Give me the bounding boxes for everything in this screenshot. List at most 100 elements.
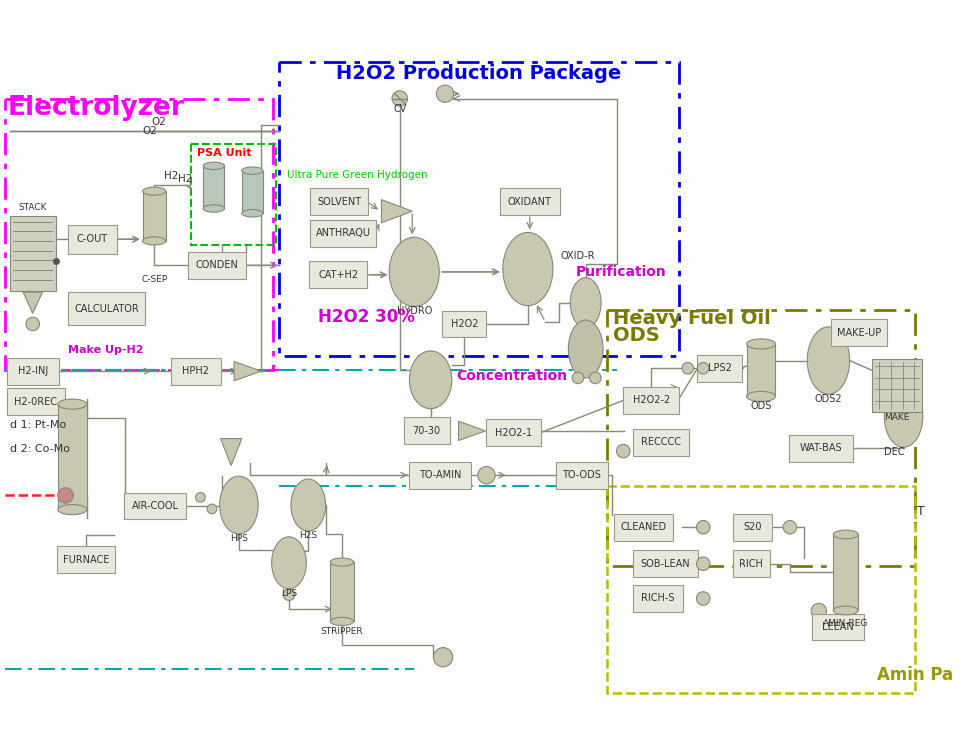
Text: WAT-BAS: WAT-BAS bbox=[800, 443, 842, 453]
Ellipse shape bbox=[389, 237, 440, 307]
Text: ANTHRAQU: ANTHRAQU bbox=[316, 229, 371, 238]
Text: SOB-LEAN: SOB-LEAN bbox=[641, 559, 690, 568]
FancyBboxPatch shape bbox=[7, 358, 59, 385]
Ellipse shape bbox=[330, 558, 353, 566]
Text: CAT+H2: CAT+H2 bbox=[318, 270, 358, 280]
Bar bbox=[607, 486, 915, 693]
Ellipse shape bbox=[747, 339, 776, 349]
Text: FURNACE: FURNACE bbox=[62, 555, 108, 565]
Ellipse shape bbox=[143, 237, 166, 245]
Circle shape bbox=[478, 466, 495, 484]
FancyBboxPatch shape bbox=[310, 220, 375, 247]
Text: HYDRO: HYDRO bbox=[396, 306, 432, 316]
Text: STACK: STACK bbox=[18, 203, 47, 212]
Text: SOLVENT: SOLVENT bbox=[317, 196, 361, 206]
Text: TO-AMIN: TO-AMIN bbox=[420, 470, 462, 480]
FancyBboxPatch shape bbox=[500, 188, 560, 215]
Text: Amin Pa: Amin Pa bbox=[876, 666, 952, 684]
Text: H2-0REC: H2-0REC bbox=[14, 397, 58, 407]
Text: RICH-S: RICH-S bbox=[641, 593, 675, 604]
Text: HPS: HPS bbox=[230, 534, 248, 543]
Bar bbox=[872, 358, 922, 412]
Text: 70-30: 70-30 bbox=[413, 426, 441, 436]
Ellipse shape bbox=[570, 278, 601, 328]
FancyBboxPatch shape bbox=[68, 225, 116, 254]
Text: RECCCC: RECCCC bbox=[641, 437, 681, 448]
Circle shape bbox=[682, 362, 693, 374]
Text: LEEAN: LEEAN bbox=[822, 622, 854, 632]
Ellipse shape bbox=[833, 530, 858, 538]
FancyBboxPatch shape bbox=[188, 252, 246, 279]
FancyBboxPatch shape bbox=[409, 462, 471, 489]
Bar bbox=[330, 562, 353, 622]
Text: CALCULATOR: CALCULATOR bbox=[75, 304, 139, 313]
Text: Ultra Pure Green Hydrogen: Ultra Pure Green Hydrogen bbox=[287, 170, 428, 179]
Text: C-SEP: C-SEP bbox=[141, 274, 167, 284]
Bar bbox=[833, 535, 858, 610]
Ellipse shape bbox=[272, 537, 306, 589]
Text: H2O2 Production Package: H2O2 Production Package bbox=[336, 64, 621, 83]
Text: AIR-COOL: AIR-COOL bbox=[132, 501, 179, 511]
Polygon shape bbox=[23, 292, 42, 314]
Text: PSA Unit: PSA Unit bbox=[197, 148, 251, 158]
Text: C-OUT: C-OUT bbox=[77, 234, 108, 244]
Text: MAKE: MAKE bbox=[884, 413, 909, 422]
Text: ODS: ODS bbox=[612, 326, 660, 345]
Text: d 2: Co-Mo: d 2: Co-Mo bbox=[10, 444, 70, 454]
FancyBboxPatch shape bbox=[633, 429, 688, 456]
Text: LPS: LPS bbox=[281, 589, 297, 598]
Circle shape bbox=[589, 372, 601, 384]
FancyBboxPatch shape bbox=[124, 493, 186, 520]
Text: Heavy Fuel Oil: Heavy Fuel Oil bbox=[612, 309, 771, 328]
Bar bbox=[58, 404, 86, 509]
Text: O2: O2 bbox=[152, 116, 166, 127]
Circle shape bbox=[26, 317, 39, 331]
FancyBboxPatch shape bbox=[831, 320, 887, 346]
FancyBboxPatch shape bbox=[623, 386, 679, 413]
Text: H2O2-1: H2O2-1 bbox=[495, 427, 532, 438]
FancyBboxPatch shape bbox=[633, 550, 698, 578]
Circle shape bbox=[392, 91, 407, 106]
Ellipse shape bbox=[291, 479, 325, 531]
Ellipse shape bbox=[242, 209, 263, 217]
Ellipse shape bbox=[833, 606, 858, 615]
Polygon shape bbox=[381, 200, 412, 223]
Text: S20: S20 bbox=[743, 522, 761, 532]
FancyBboxPatch shape bbox=[733, 550, 770, 578]
Circle shape bbox=[572, 372, 584, 384]
FancyBboxPatch shape bbox=[486, 419, 541, 446]
Text: Concentration: Concentration bbox=[457, 369, 567, 382]
FancyBboxPatch shape bbox=[443, 311, 487, 338]
FancyBboxPatch shape bbox=[310, 188, 368, 215]
Text: Electrolyzer: Electrolyzer bbox=[8, 95, 184, 121]
FancyBboxPatch shape bbox=[812, 614, 864, 640]
Polygon shape bbox=[459, 422, 486, 440]
Text: T: T bbox=[917, 505, 924, 518]
Circle shape bbox=[696, 592, 710, 605]
Ellipse shape bbox=[503, 232, 553, 306]
Ellipse shape bbox=[747, 392, 776, 401]
Text: TO-ODS: TO-ODS bbox=[563, 470, 601, 480]
FancyBboxPatch shape bbox=[309, 261, 367, 288]
Circle shape bbox=[207, 504, 217, 514]
Ellipse shape bbox=[58, 505, 86, 515]
Ellipse shape bbox=[409, 351, 452, 409]
Text: CLEANED: CLEANED bbox=[620, 522, 666, 532]
Text: CONDEN: CONDEN bbox=[195, 260, 238, 270]
Circle shape bbox=[434, 647, 453, 667]
Text: d 1: Pt-Mo: d 1: Pt-Mo bbox=[10, 420, 66, 430]
Ellipse shape bbox=[884, 386, 923, 447]
Text: ODS2: ODS2 bbox=[815, 394, 842, 404]
Text: O2: O2 bbox=[142, 126, 156, 136]
Polygon shape bbox=[234, 362, 261, 381]
Circle shape bbox=[783, 520, 797, 534]
Bar bbox=[279, 62, 679, 355]
Ellipse shape bbox=[330, 617, 353, 626]
FancyBboxPatch shape bbox=[789, 435, 852, 462]
FancyBboxPatch shape bbox=[613, 514, 673, 541]
Text: HPH2: HPH2 bbox=[182, 366, 209, 376]
Circle shape bbox=[616, 444, 630, 458]
Polygon shape bbox=[221, 439, 242, 466]
FancyBboxPatch shape bbox=[57, 547, 114, 574]
Bar bbox=[607, 310, 915, 566]
